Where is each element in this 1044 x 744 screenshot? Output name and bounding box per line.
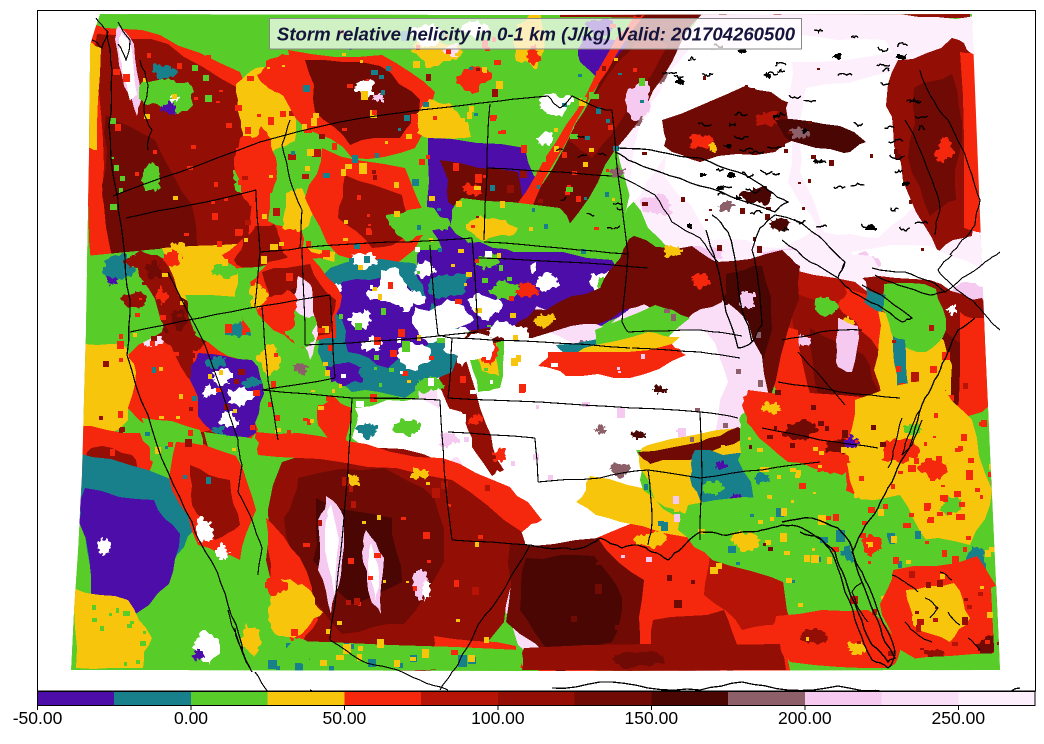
svg-text:Storm relative helicity in 0-1: Storm relative helicity in 0-1 km (J/kg)… <box>277 24 796 45</box>
svg-text:200.00: 200.00 <box>778 708 832 728</box>
svg-text:100.00: 100.00 <box>471 708 525 728</box>
svg-text:0.00: 0.00 <box>174 708 208 728</box>
svg-text:50.00: 50.00 <box>323 708 367 728</box>
svg-text:-50.00: -50.00 <box>13 708 63 728</box>
svg-text:250.00: 250.00 <box>932 708 986 728</box>
svg-text:150.00: 150.00 <box>625 708 679 728</box>
